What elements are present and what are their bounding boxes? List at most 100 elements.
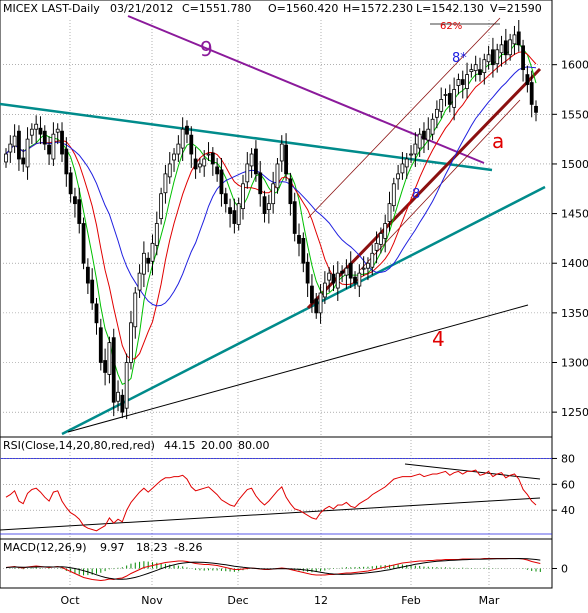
candle-body bbox=[60, 130, 64, 155]
price-tick-label: 1600 bbox=[561, 59, 588, 72]
candle-body bbox=[124, 362, 129, 409]
price-tick-labels: 1600 1550 1500 1450 1400 1350 1300 1250 bbox=[552, 59, 588, 419]
candle-body bbox=[241, 183, 245, 210]
candle-body bbox=[25, 138, 30, 168]
candle-body bbox=[473, 64, 478, 72]
candle-body bbox=[163, 173, 168, 194]
candle-body bbox=[529, 82, 534, 105]
candle-body bbox=[512, 34, 517, 45]
candle-body bbox=[348, 262, 353, 279]
candle-body bbox=[176, 143, 181, 155]
candle-body bbox=[439, 99, 444, 112]
rsi-low-level: 20.00 bbox=[201, 439, 233, 452]
candle-body bbox=[223, 193, 228, 205]
x-tick-label: Mar bbox=[479, 594, 500, 607]
candle-body bbox=[340, 270, 344, 274]
candle-body bbox=[81, 223, 86, 264]
candle-body bbox=[198, 163, 202, 168]
candle-body bbox=[232, 210, 237, 224]
ma-long-blue-line bbox=[5, 66, 537, 307]
macd-signal-value: 18.23 bbox=[136, 541, 168, 554]
candle-body bbox=[133, 292, 138, 328]
candle-body bbox=[284, 144, 288, 175]
candle-body bbox=[353, 276, 357, 284]
candle-body bbox=[73, 196, 77, 205]
candle-body bbox=[404, 158, 409, 168]
candle-body bbox=[361, 267, 366, 270]
candle-body bbox=[426, 128, 431, 141]
candle-body bbox=[206, 153, 211, 156]
ma-short-green-line bbox=[5, 43, 537, 385]
macd-signal-line bbox=[5, 557, 541, 580]
candle-body bbox=[262, 196, 267, 214]
candle-body bbox=[266, 203, 271, 211]
candle-body bbox=[228, 207, 232, 214]
ma-mid-red-line bbox=[5, 51, 537, 361]
candle-body bbox=[111, 337, 116, 403]
candle-body bbox=[249, 153, 254, 167]
candle-body bbox=[85, 266, 90, 284]
candle-body bbox=[327, 272, 332, 281]
candle-body bbox=[310, 285, 314, 304]
rsi-value: 44.15 bbox=[164, 439, 196, 452]
black-trend-line-4 bbox=[67, 304, 529, 433]
candle-body bbox=[180, 128, 185, 149]
candle-body bbox=[55, 128, 60, 133]
time-gridlines bbox=[69, 20, 490, 588]
candle-body bbox=[215, 166, 220, 175]
candle-body bbox=[210, 152, 215, 165]
symbol-label: MICEX LAST-Daily bbox=[3, 2, 100, 15]
candle-body bbox=[245, 163, 250, 183]
candle-body bbox=[167, 163, 172, 178]
volume-label: V=21590 bbox=[490, 2, 542, 15]
price-panel-frame bbox=[0, 0, 553, 438]
candle-body bbox=[38, 127, 43, 135]
candle-body bbox=[378, 233, 383, 245]
candle-body bbox=[452, 89, 457, 108]
candle-body bbox=[279, 143, 284, 162]
candle-body bbox=[482, 59, 487, 74]
wave-label-a: a bbox=[492, 129, 504, 153]
candle-body bbox=[90, 279, 95, 304]
macd-label: MACD(12,26,9) bbox=[3, 541, 87, 554]
candle-body bbox=[202, 158, 207, 167]
candle-body bbox=[387, 203, 392, 222]
x-axis-labels: Oct Nov Dec 12 Feb Mar bbox=[60, 594, 499, 607]
candle-body bbox=[443, 94, 448, 96]
candle-body bbox=[396, 173, 401, 180]
candle-body bbox=[258, 172, 263, 195]
rsi-support-line bbox=[0, 497, 541, 531]
candle-body bbox=[12, 135, 17, 147]
price-tick-label: 1350 bbox=[561, 307, 588, 320]
candle-body bbox=[42, 130, 47, 145]
price-tick-label: 1550 bbox=[561, 108, 588, 121]
candle-body bbox=[98, 327, 103, 363]
rsi-series-line bbox=[5, 469, 537, 532]
candle-body bbox=[301, 238, 306, 264]
price-gridlines bbox=[0, 64, 552, 413]
candle-body bbox=[357, 272, 362, 287]
candle-body bbox=[322, 282, 327, 298]
teal-support-line bbox=[61, 185, 546, 436]
candle-body bbox=[193, 158, 198, 170]
price-tick-label: 1500 bbox=[561, 158, 588, 171]
candle-body bbox=[236, 203, 241, 225]
candle-body bbox=[297, 235, 301, 244]
candle-body bbox=[383, 223, 388, 239]
candle-body bbox=[17, 130, 21, 160]
candle-body bbox=[159, 193, 164, 219]
fib-62-label: 62% bbox=[440, 21, 462, 32]
candle-body bbox=[331, 273, 336, 284]
candle-body bbox=[305, 261, 310, 284]
candle-body bbox=[314, 298, 319, 314]
candle-body bbox=[460, 79, 465, 85]
candle-body bbox=[254, 148, 258, 175]
macd-series-line bbox=[5, 558, 541, 582]
candle-body bbox=[154, 223, 159, 246]
macd-hist-value: -8.26 bbox=[174, 541, 202, 554]
candle-body bbox=[4, 153, 8, 163]
candle-body bbox=[370, 252, 375, 268]
wave-label-9: 9 bbox=[200, 37, 213, 61]
candle-body bbox=[478, 69, 482, 76]
